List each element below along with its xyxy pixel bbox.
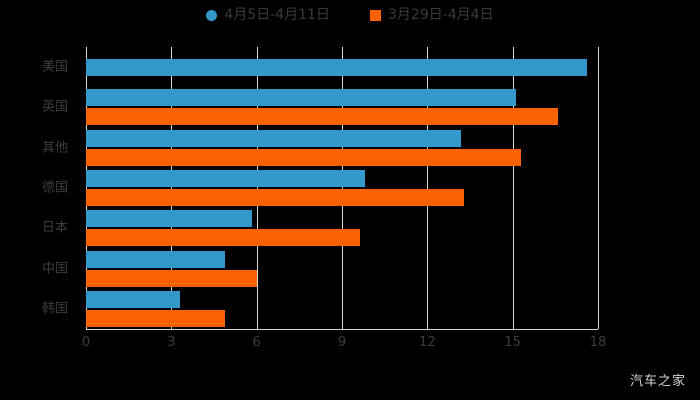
- y-axis-label: 日本: [41, 220, 68, 236]
- gridline-0: [86, 47, 87, 329]
- x-tick-label: 12: [419, 335, 436, 350]
- bar-blue[interactable]: [86, 290, 180, 308]
- bar-orange[interactable]: [86, 108, 559, 126]
- bar-row[interactable]: [86, 128, 598, 168]
- bar-blue[interactable]: [86, 210, 253, 228]
- x-tick-label: 0: [81, 335, 91, 350]
- x-tick-label: 9: [337, 335, 347, 350]
- x-tick-label: 6: [252, 335, 261, 350]
- x-axis-tick-labels: 0 3 6 9 12 15 18: [82, 335, 606, 356]
- legend-item-1[interactable]: 3月29日-4月4日: [370, 8, 494, 22]
- gridline-6: [256, 47, 258, 329]
- bar-orange[interactable]: [86, 229, 361, 247]
- bar-orange[interactable]: [86, 269, 257, 287]
- bar-blue[interactable]: [86, 58, 587, 76]
- x-tick-label: 3: [167, 335, 176, 350]
- bar-orange[interactable]: [86, 148, 522, 166]
- bar-blue[interactable]: [86, 89, 516, 107]
- y-axis-labels: 美国英国其他德国日本中国韩国: [0, 47, 78, 329]
- legend-swatch-square-icon: [370, 9, 381, 21]
- x-axis-line: [86, 329, 598, 330]
- y-axis-label: 美国: [41, 59, 68, 75]
- legend-item-0[interactable]: 4月5日-4月11日: [206, 8, 330, 22]
- bar-row[interactable]: [86, 208, 598, 248]
- legend-label-0: 4月5日-4月11日: [224, 7, 330, 23]
- bar-blue[interactable]: [86, 169, 365, 187]
- bar-row[interactable]: [86, 289, 598, 329]
- gridline-12: [427, 47, 429, 329]
- gridline-15: [512, 47, 514, 329]
- bar-row[interactable]: [86, 248, 598, 288]
- plot-area: [86, 47, 599, 329]
- bar-rows: [86, 47, 598, 329]
- gridline-3: [171, 47, 173, 329]
- bar-orange[interactable]: [86, 309, 226, 327]
- y-axis-label: 其他: [41, 140, 68, 156]
- bar-row[interactable]: [86, 87, 598, 127]
- gridline-9: [342, 47, 343, 329]
- bar-blue[interactable]: [86, 129, 462, 147]
- y-axis-label: 英国: [41, 99, 68, 115]
- bar-orange[interactable]: [86, 188, 465, 206]
- y-axis-label: 中国: [41, 261, 68, 277]
- bar-blue[interactable]: [86, 250, 226, 268]
- bar-row[interactable]: [86, 47, 598, 87]
- bar-row[interactable]: [86, 168, 598, 208]
- legend-swatch-circle-icon: [206, 9, 218, 21]
- x-tick-label: 18: [589, 335, 607, 350]
- x-tick-label: 15: [504, 335, 521, 350]
- legend-label-1: 3月29日-4月4日: [388, 7, 494, 23]
- y-axis-label: 德国: [41, 180, 68, 196]
- y-axis-label: 韩国: [41, 301, 68, 317]
- chart-legend: 4月5日-4月11日 3月29日-4月4日: [0, 8, 700, 22]
- watermark: 汽车之家: [629, 374, 686, 389]
- gridline-18: [598, 47, 599, 329]
